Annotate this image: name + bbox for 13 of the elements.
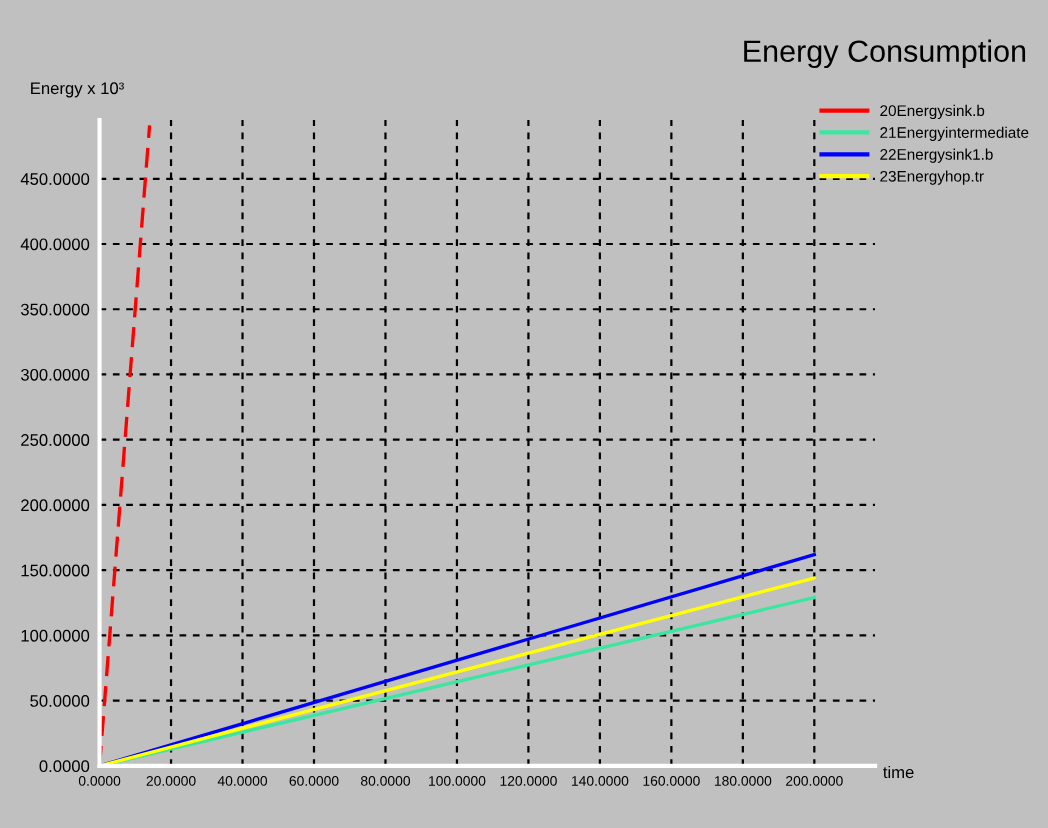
y-tick-label: 100.0000 — [21, 629, 90, 642]
y-tick-label: 350.0000 — [20, 303, 90, 316]
y-tick-label: 150.0000 — [21, 564, 90, 577]
y-axis-title: Energy x 10³ — [31, 82, 124, 98]
y-tick-label: 200.0000 — [21, 499, 90, 512]
y-tick-label: 400.0000 — [20, 238, 90, 251]
y-tick-label: 0.0000 — [39, 760, 90, 773]
y-tick-label: 450.0000 — [20, 173, 90, 185]
y-tick-label: 250.0000 — [21, 434, 90, 446]
y-tick-label: 50.0000 — [30, 695, 90, 707]
chart-title: Energy Consumption — [744, 39, 1026, 69]
y-tick-label: 300.0000 — [20, 368, 90, 381]
x-axis-title: time — [883, 765, 914, 779]
